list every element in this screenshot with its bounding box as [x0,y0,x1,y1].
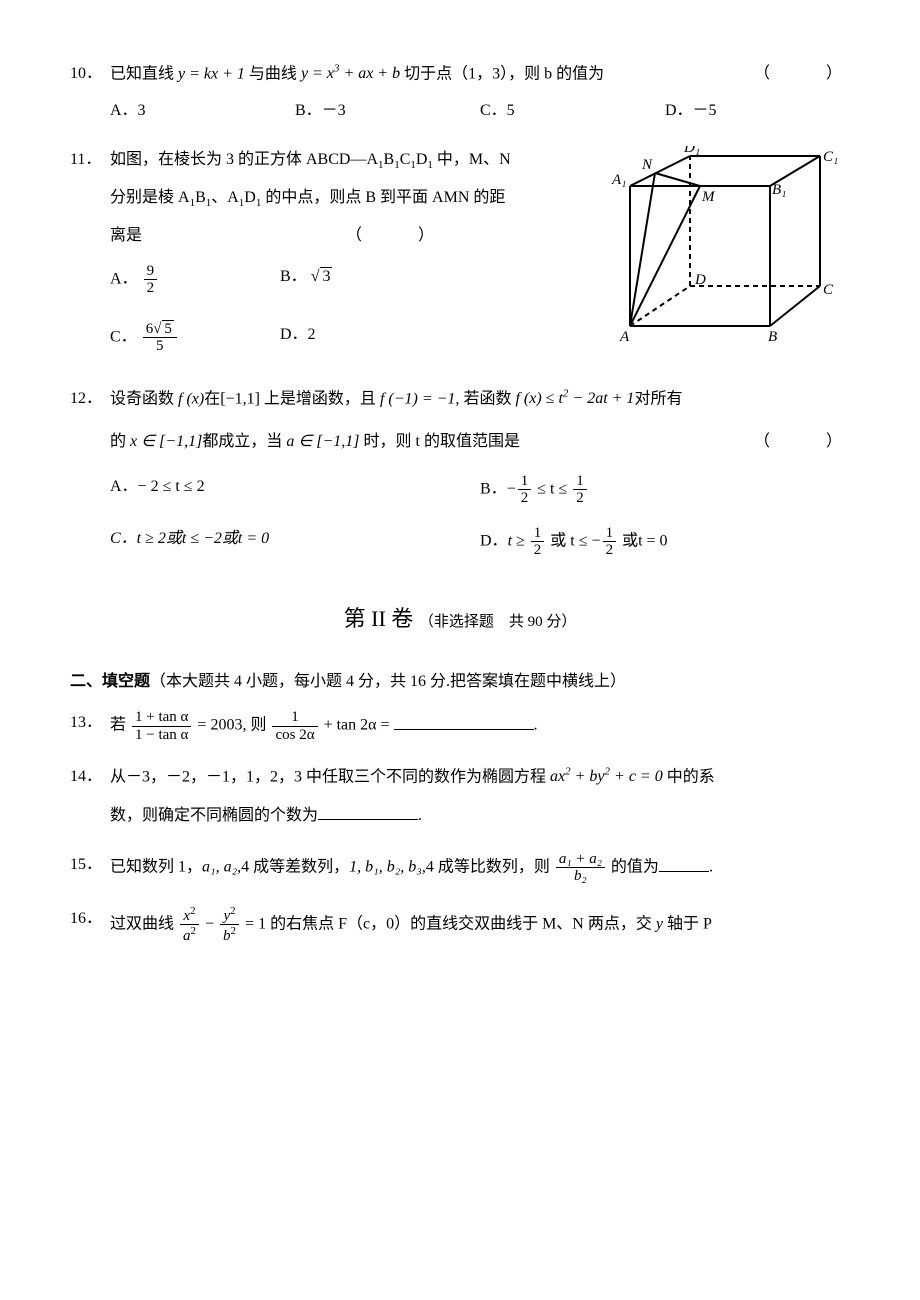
svg-text:B₁: B₁ [772,182,786,198]
q12-opt-c: C．t ≥ 2或t ≤ −2或t = 0 [110,525,480,559]
q12-options: A．− 2 ≤ t ≤ 2 B．−12 ≤ t ≤ 12 C．t ≥ 2或t ≤… [70,473,850,559]
question-16: 16． 过双曲线 x2a2 − y2b2 = 1 的右焦点 F（c，0）的直线交… [70,905,850,945]
q11-line1: 如图，在棱长为 3 的正方体 ABCD—A1B1C1D1 中，M、N [110,146,560,176]
q12-opt-b: B．−12 ≤ t ≤ 12 [480,473,850,507]
svg-text:M: M [701,189,716,205]
q15-body: 已知数列 1，a₁, a₂,4 成等差数列，1, b₁, b₂, b₃,4 成等… [110,851,850,885]
part-2-title: 二、填空题（本大题共 4 小题，每小题 4 分，共 16 分.把答案填在题中横线… [70,668,850,697]
q14-number: 14． [70,763,110,792]
q11-line2: 分别是棱 A1B1、A1D1 的中点，则点 B 到平面 AMN 的距 [110,184,560,214]
q11-figure: A B C D A₁ B₁ C₁ D₁ M N [610,146,840,357]
part-2-desc: （本大题共 4 小题，每小题 4 分，共 16 分.把答案填在题中横线上） [150,673,626,690]
q14-blank [318,803,418,820]
q11-opt-b: B． √3 [280,263,450,297]
question-12: 12． 设奇函数 f (x)在[−1,1] 上是增函数，且 f (−1) = −… [70,385,850,559]
q10-row: 10． 已知直线 y = kx + 1 与曲线 y = x3 + ax + b … [70,60,850,89]
q10-number: 10． [70,60,110,89]
q10-paren: （ ） [754,60,850,89]
svg-text:C: C [823,282,834,298]
q10-opt-a: A．3 [110,97,295,126]
q11-opt-a: A． 92 [110,263,280,297]
svg-text:D₁: D₁ [683,146,700,156]
q12-paren: （ ） [754,428,850,457]
question-10: 10． 已知直线 y = kx + 1 与曲线 y = x3 + ax + b … [70,60,850,126]
cube-diagram: A B C D A₁ B₁ C₁ D₁ M N [610,146,840,346]
part-2-label: 二、填空题 [70,673,150,690]
q10-text-a: 已知直线 [110,65,178,82]
q10-opt-b: B．－3 [295,97,480,126]
q13-body: 若 1 + tan α1 − tan α = 2003, 则 1cos 2α +… [110,709,850,743]
q15-blank [659,855,709,872]
section-2-sub: （非选择题 共 90 分） [419,614,577,630]
q12-line1: 设奇函数 f (x)在[−1,1] 上是增函数，且 f (−1) = −1, 若… [110,385,850,414]
q11-opt-d: D．2 [280,321,450,355]
q10-options: A．3 B．－3 C．5 D．－5 [70,97,850,126]
q11-opt-c: C． 6√55 [110,321,280,355]
question-15: 15． 已知数列 1，a₁, a₂,4 成等差数列，1, b₁, b₂, b₃,… [70,851,850,885]
q11-line3: 离是 （ ） [110,222,560,251]
q16-body: 过双曲线 x2a2 − y2b2 = 1 的右焦点 F（c，0）的直线交双曲线于… [110,905,850,945]
q11-number: 11． [70,146,110,175]
q12-opt-d: D．t ≥ 12 或 t ≤ −12 或t = 0 [480,525,850,559]
q10-eq2: y = x3 + ax + b [301,65,400,82]
q16-number: 16． [70,905,110,934]
q12-line2: 的 x ∈ [−1,1]都成立，当 a ∈ [−1,1] 时，则 t 的取值范围… [110,428,850,457]
q12-body: 设奇函数 f (x)在[−1,1] 上是增函数，且 f (−1) = −1, 若… [110,385,850,457]
question-11: A B C D A₁ B₁ C₁ D₁ M N 11． 如图，在棱长为 3 的正… [70,146,850,355]
section-2-title: 第 II 卷 （非选择题 共 90 分） [70,599,850,639]
question-14: 14． 从－3，－2，－1，1，2，3 中任取三个不同的数作为椭圆方程 ax2 … [70,763,850,831]
q12-opt-a: A．− 2 ≤ t ≤ 2 [110,473,480,507]
section-2-main: 第 II 卷 [344,606,414,631]
svg-text:N: N [641,157,653,173]
q10-opt-c: C．5 [480,97,665,126]
svg-text:A: A [619,329,630,345]
q12-number: 12． [70,385,110,414]
svg-text:C₁: C₁ [823,149,838,165]
q11-paren: （ ） [346,227,442,244]
q15-number: 15． [70,851,110,880]
q10-text-b: 与曲线 [249,65,301,82]
q12-row: 12． 设奇函数 f (x)在[−1,1] 上是增函数，且 f (−1) = −… [70,385,850,457]
svg-text:B: B [768,329,777,345]
svg-text:A₁: A₁ [611,172,626,188]
q10-body: 已知直线 y = kx + 1 与曲线 y = x3 + ax + b 切于点（… [110,60,850,89]
q14-line2: 数，则确定不同椭圆的个数为. [110,802,850,831]
q11-body: 如图，在棱长为 3 的正方体 ABCD—A1B1C1D1 中，M、N 分别是棱 … [110,146,560,251]
q10-opt-d: D．－5 [665,97,850,126]
question-13: 13． 若 1 + tan α1 − tan α = 2003, 则 1cos … [70,709,850,743]
q14-body: 从－3，－2，－1，1，2，3 中任取三个不同的数作为椭圆方程 ax2 + by… [110,763,850,831]
svg-text:D: D [694,272,706,288]
q10-text-c: 切于点（1，3），则 b 的值为 [404,65,604,82]
q14-line1: 从－3，－2，－1，1，2，3 中任取三个不同的数作为椭圆方程 ax2 + by… [110,763,850,792]
q13-blank [394,713,534,730]
q13-number: 13． [70,709,110,738]
q10-eq1: y = kx + 1 [178,65,245,82]
